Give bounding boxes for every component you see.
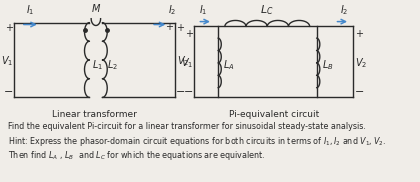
Text: $I_1$: $I_1$ (26, 3, 34, 17)
Text: $V_2$: $V_2$ (177, 55, 189, 68)
Text: Linear transformer: Linear transformer (52, 110, 137, 119)
Text: Pi-equivalent circuit: Pi-equivalent circuit (228, 110, 319, 119)
Text: $V_1$: $V_1$ (1, 55, 13, 68)
Text: Find the equivalent Pi-circuit for a linear transformer for sinusoidal steady-st: Find the equivalent Pi-circuit for a lin… (8, 122, 366, 131)
Text: $M$: $M$ (91, 2, 101, 14)
Text: +: + (176, 23, 184, 33)
Text: $I_2$: $I_2$ (340, 3, 348, 17)
Text: −: − (176, 87, 185, 97)
Text: Hint: Express the phasor-domain circuit equations for both circuits in terms of : Hint: Express the phasor-domain circuit … (8, 135, 386, 148)
Text: $L_A$: $L_A$ (223, 58, 235, 72)
Text: $L_B$: $L_B$ (322, 58, 333, 72)
Text: −: − (355, 87, 365, 97)
Text: $L_2$: $L_2$ (108, 58, 118, 72)
Text: Then find $L_A$ , $L_B$  and $L_C$ for which the equations are equivalent.: Then find $L_A$ , $L_B$ and $L_C$ for wh… (8, 149, 265, 162)
Text: −: − (184, 87, 193, 97)
Text: $V_2$: $V_2$ (355, 56, 368, 70)
Text: +: + (5, 23, 13, 33)
Text: $I_2$: $I_2$ (168, 3, 177, 17)
Text: +: + (355, 29, 363, 39)
Text: $L_1$: $L_1$ (92, 58, 103, 72)
Text: −: − (4, 87, 13, 97)
Text: $I_1$: $I_1$ (199, 3, 207, 17)
Text: $V_1$: $V_1$ (181, 56, 193, 70)
Text: +: + (165, 22, 173, 32)
Text: +: + (185, 29, 193, 39)
Text: $L_C$: $L_C$ (260, 3, 274, 17)
